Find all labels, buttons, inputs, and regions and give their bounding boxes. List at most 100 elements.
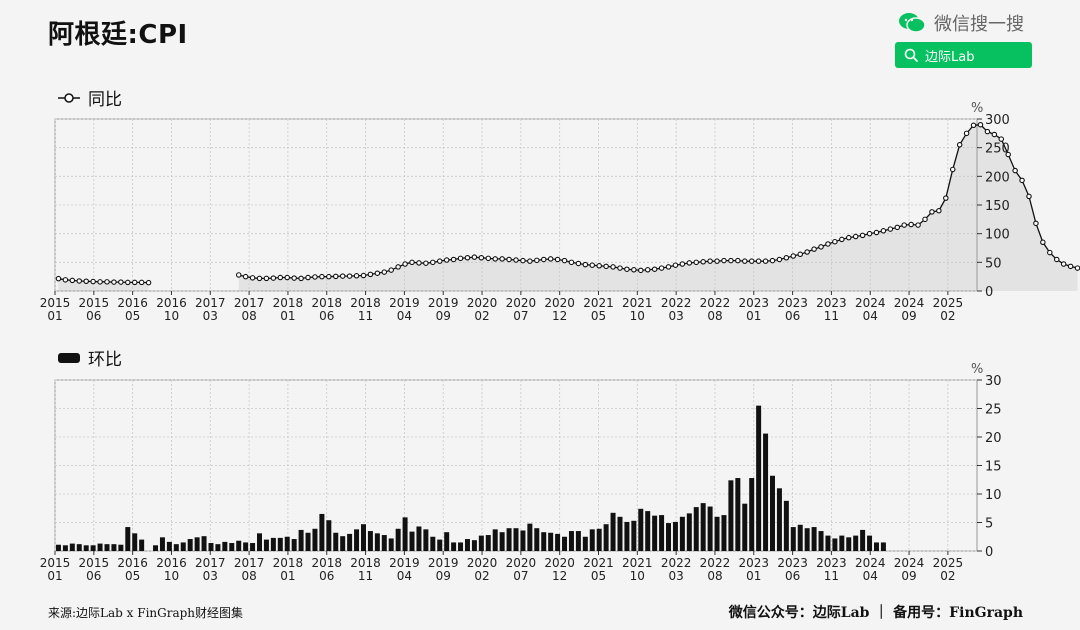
yoy-data-point (409, 259, 415, 266)
yoy-data-point (943, 195, 949, 201)
yoy-data-point (1019, 177, 1025, 184)
mom-bar (83, 545, 89, 551)
yoy-data-point (527, 258, 533, 264)
yoy-data-point (679, 261, 686, 267)
mom-bar (437, 539, 443, 551)
mom-x-tick-label: 11 (824, 569, 839, 583)
yoy-x-tick-label: 12 (552, 309, 567, 323)
yoy-data-point (291, 275, 297, 281)
yoy-data-point (561, 257, 568, 264)
yoy-data-point (818, 244, 824, 250)
yoy-data-point (104, 279, 110, 285)
yoy-x-tick-label: 2023 (739, 296, 770, 310)
mom-bar (139, 539, 145, 551)
yoy-data-point (631, 267, 637, 273)
yoy-x-tick-label: 2017 (195, 296, 226, 310)
legend-mom-label: 环比 (88, 350, 122, 370)
mom-y-tick-label: 30 (985, 374, 1002, 389)
yoy-data-point (249, 275, 256, 281)
mom-bar (451, 542, 457, 551)
mom-bar (839, 535, 845, 551)
mom-bar (568, 531, 574, 551)
yoy-unit-label: % (971, 101, 983, 116)
yoy-x-tick-label: 2015 (79, 296, 110, 310)
mom-bar (125, 527, 131, 551)
yoy-x-tick-label: 06 (785, 309, 800, 323)
yoy-data-point (1012, 167, 1018, 174)
mom-bar (880, 542, 886, 551)
mom-x-tick-label: 02 (940, 569, 955, 583)
yoy-x-tick-label: 11 (358, 309, 373, 323)
mom-bar (367, 531, 373, 551)
mom-x-tick-label: 2015 (79, 556, 110, 570)
mom-x-tick-label: 2021 (583, 556, 614, 570)
legend-mom: 环比 (58, 345, 122, 370)
yoy-x-tick-label: 2020 (506, 296, 537, 310)
mom-bar (700, 503, 706, 551)
yoy-x-tick-label: 01 (47, 309, 62, 323)
mom-bar (527, 523, 533, 551)
yoy-data-point (478, 254, 485, 261)
yoy-data-point (762, 258, 769, 264)
mom-bar (534, 528, 540, 551)
mom-x-tick-label: 05 (591, 569, 606, 583)
mom-x-tick-label: 2024 (855, 556, 886, 570)
mom-bar (499, 532, 505, 551)
yoy-data-point (707, 258, 713, 264)
yoy-x-tick-label: 01 (280, 309, 295, 323)
mom-bar (853, 535, 859, 551)
mom-x-tick-label: 10 (630, 569, 645, 583)
mom-bar (153, 545, 159, 551)
mom-bar (735, 478, 741, 551)
mom-bar (55, 544, 61, 551)
mom-bar (575, 531, 581, 551)
mom-x-tick-label: 04 (397, 569, 412, 583)
mom-x-tick-label: 2020 (467, 556, 498, 570)
mom-x-tick-label: 03 (203, 569, 218, 583)
yoy-x-tick-label: 2019 (389, 296, 420, 310)
yoy-data-point (423, 260, 429, 266)
yoy-x-tick-label: 2018 (311, 296, 342, 310)
yoy-y-tick-label: 150 (985, 199, 1010, 214)
mom-x-tick-label: 2021 (622, 556, 653, 570)
mom-bar (645, 511, 651, 551)
yoy-data-point (589, 262, 596, 268)
mom-bar (672, 521, 678, 551)
yoy-data-point (312, 274, 318, 280)
mom-bar (374, 533, 380, 551)
mom-bar (360, 524, 366, 551)
mom-bar (409, 531, 415, 551)
search-button[interactable]: 边际Lab (895, 42, 1032, 68)
mom-bar (250, 543, 256, 551)
mom-x-tick-label: 06 (785, 569, 800, 583)
mom-unit-label: % (971, 362, 983, 377)
yoy-data-point (145, 279, 152, 286)
yoy-data-point (242, 273, 249, 280)
yoy-data-point (457, 255, 464, 262)
yoy-x-tick-label: 09 (436, 309, 451, 323)
mom-x-tick-label: 2015 (40, 556, 71, 570)
yoy-data-point (436, 258, 443, 264)
mom-bar (631, 520, 637, 551)
mom-bar (444, 532, 450, 551)
yoy-data-point (416, 260, 422, 266)
mom-bar (319, 513, 325, 551)
mom-y-tick-label: 25 (985, 403, 1002, 418)
mom-bar (118, 544, 124, 551)
mom-x-tick-label: 09 (901, 569, 916, 583)
mom-bar (624, 521, 630, 551)
mom-bar (166, 541, 172, 551)
mom-bar (229, 543, 235, 551)
yoy-x-tick-label: 08 (241, 309, 256, 323)
mom-bar (492, 529, 498, 551)
yoy-data-point (984, 128, 991, 135)
mom-bar (173, 544, 179, 551)
yoy-data-point (506, 256, 512, 263)
yoy-x-tick-label: 2016 (156, 296, 187, 310)
yoy-data-point (811, 246, 817, 252)
yoy-data-point (534, 257, 540, 264)
yoy-data-point (686, 260, 693, 266)
yoy-data-point (353, 273, 360, 279)
mom-x-tick-label: 2025 (933, 556, 964, 570)
yoy-x-tick-label: 2021 (622, 296, 653, 310)
